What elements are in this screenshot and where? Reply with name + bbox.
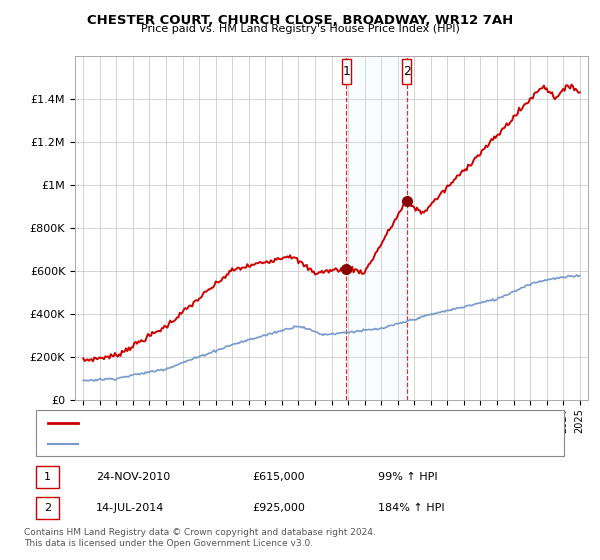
Text: CHESTER COURT, CHURCH CLOSE, BROADWAY, WR12 7AH (detached house): CHESTER COURT, CHURCH CLOSE, BROADWAY, W… xyxy=(84,418,483,428)
Text: 14-JUL-2014: 14-JUL-2014 xyxy=(96,503,164,513)
Text: 184% ↑ HPI: 184% ↑ HPI xyxy=(378,503,445,513)
Text: CHESTER COURT, CHURCH CLOSE, BROADWAY, WR12 7AH: CHESTER COURT, CHURCH CLOSE, BROADWAY, W… xyxy=(87,14,513,27)
Text: 2: 2 xyxy=(44,503,51,513)
Bar xyxy=(342,59,351,83)
Text: £925,000: £925,000 xyxy=(252,503,305,513)
Text: Contains HM Land Registry data © Crown copyright and database right 2024.
This d: Contains HM Land Registry data © Crown c… xyxy=(24,528,376,548)
Text: 2: 2 xyxy=(403,65,410,78)
Text: 99% ↑ HPI: 99% ↑ HPI xyxy=(378,472,437,482)
Text: 1: 1 xyxy=(44,472,51,482)
Text: HPI: Average price, detached house, Wychavon: HPI: Average price, detached house, Wych… xyxy=(84,438,331,449)
Text: 1: 1 xyxy=(343,65,350,78)
Text: £615,000: £615,000 xyxy=(252,472,305,482)
Bar xyxy=(402,59,411,83)
Text: 24-NOV-2010: 24-NOV-2010 xyxy=(96,472,170,482)
Bar xyxy=(346,56,407,400)
Text: Price paid vs. HM Land Registry's House Price Index (HPI): Price paid vs. HM Land Registry's House … xyxy=(140,24,460,34)
